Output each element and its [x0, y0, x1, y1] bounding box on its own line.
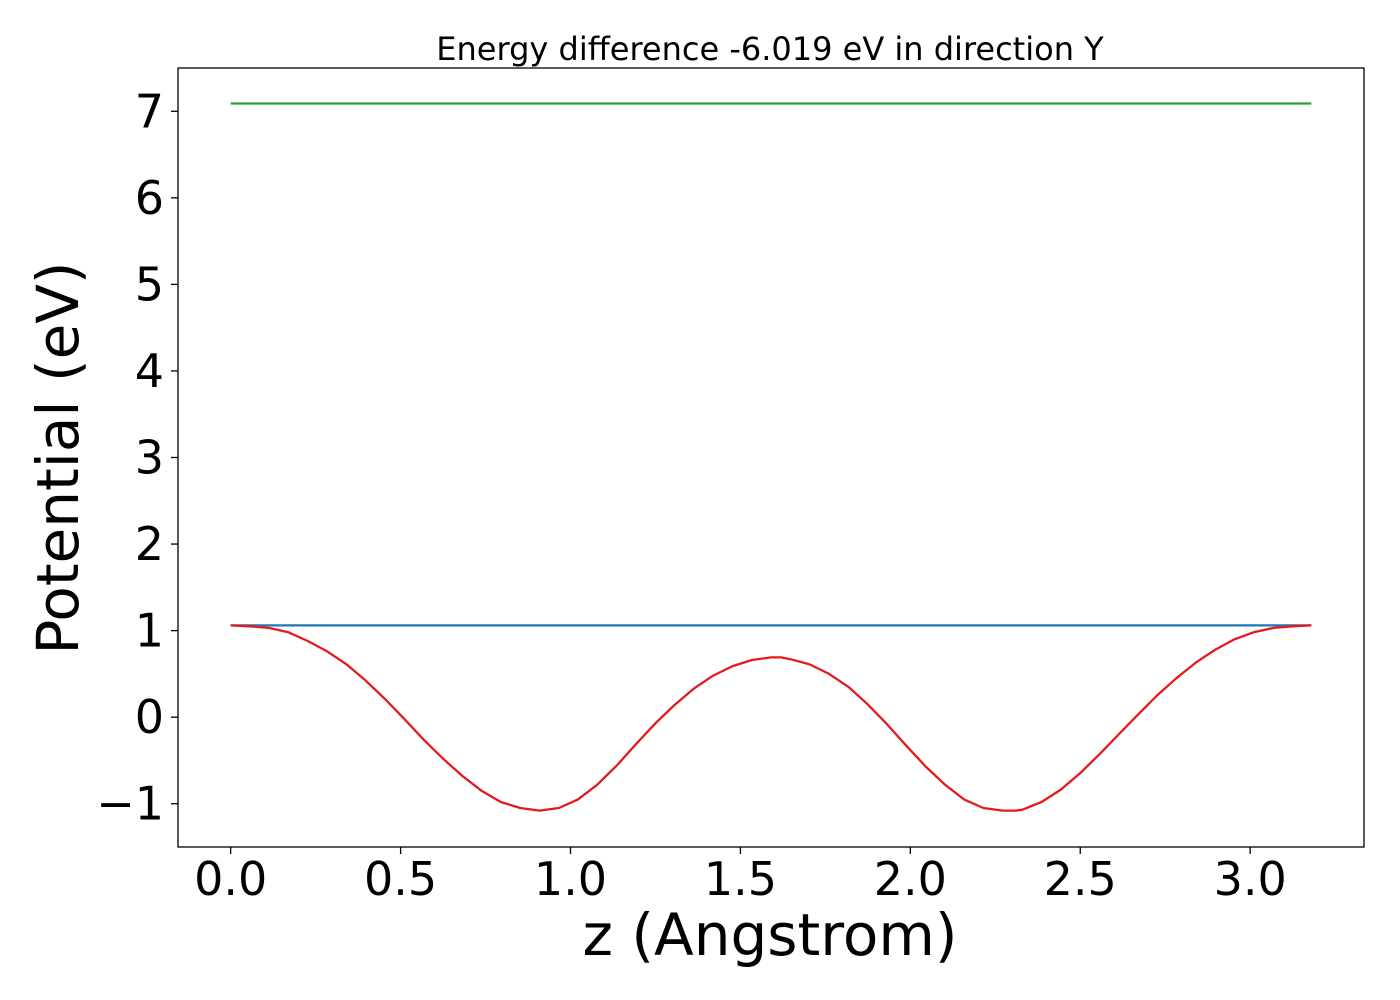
y-tick-label: 4 [135, 344, 164, 398]
x-tick-label: 3.0 [1214, 852, 1287, 906]
plot-frame [177, 67, 1365, 848]
series-layer [230, 102, 1312, 812]
y-tick-label: 2 [135, 517, 164, 571]
y-axis-label: Potential (eV) [24, 261, 92, 654]
y-tick-label: 0 [135, 690, 164, 744]
x-tick-label: 0.5 [364, 852, 437, 906]
y-tick-label: 1 [135, 604, 164, 658]
y-tick-label: 5 [135, 257, 164, 311]
x-axis: 0.0 0.5 1.0 1.5 2.0 2.5 3.0 [194, 847, 1287, 906]
y-tick-label: −1 [96, 777, 164, 831]
x-tick-label: 1.0 [534, 852, 607, 906]
y-tick-label: 3 [135, 431, 164, 485]
series-red-line [230, 624, 1312, 812]
x-tick-label: 2.0 [874, 852, 947, 906]
chart-title: Energy difference -6.019 eV in direction… [436, 30, 1104, 68]
y-axis: −1 0 1 2 3 4 5 6 7 [96, 84, 178, 831]
y-tick-label: 6 [135, 171, 164, 225]
x-axis-label: z (Angstrom) [583, 901, 958, 969]
y-tick-label: 7 [135, 84, 164, 138]
x-tick-label: 2.5 [1044, 852, 1117, 906]
x-tick-label: 0.0 [194, 852, 267, 906]
x-tick-label: 1.5 [704, 852, 777, 906]
